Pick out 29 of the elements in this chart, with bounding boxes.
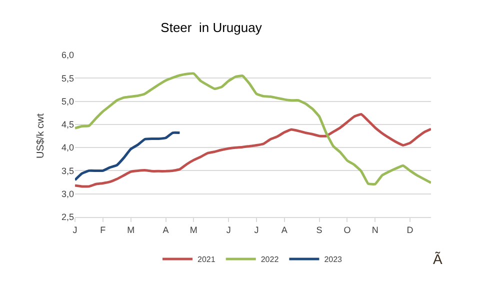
x-tick-label: F: [100, 224, 106, 235]
legend-label: 2022: [260, 255, 280, 264]
x-tick-label: D: [406, 224, 414, 235]
text: Ã: [433, 251, 443, 267]
line-series: [75, 72, 431, 186]
legend-label: 2021: [198, 255, 216, 264]
chart-title: Steer in Uruguay: [160, 20, 262, 35]
x-tick-label: J: [72, 224, 78, 235]
y-tick-label: 3,5: [61, 166, 74, 176]
line-series: [75, 113, 431, 188]
x-tick-label: S: [316, 224, 322, 235]
y-tick-label: 4,0: [61, 142, 74, 153]
x-tick-label: N: [372, 224, 378, 235]
y-tick-label: 6,0: [61, 50, 74, 60]
x-tick-label: J: [226, 224, 231, 235]
y-tick-label: 3,0: [61, 189, 74, 200]
y-tick-label: 2,5: [61, 212, 74, 222]
x-tick-label: M: [190, 224, 198, 235]
y-tick-label: 5,5: [61, 73, 74, 84]
x-tick-label: J: [254, 224, 259, 235]
x-tick-label: A: [162, 224, 169, 235]
line-series: [75, 131, 181, 182]
y-axis-title: US$/k cwt: [35, 113, 46, 159]
legend-label: 2023: [324, 255, 343, 264]
y-tick-label: 5,0: [61, 96, 74, 106]
x-tick-label: A: [281, 224, 288, 235]
y-tick-label: 4,5: [61, 120, 74, 130]
x-tick-label: M: [127, 224, 135, 235]
x-tick-label: O: [344, 224, 351, 235]
